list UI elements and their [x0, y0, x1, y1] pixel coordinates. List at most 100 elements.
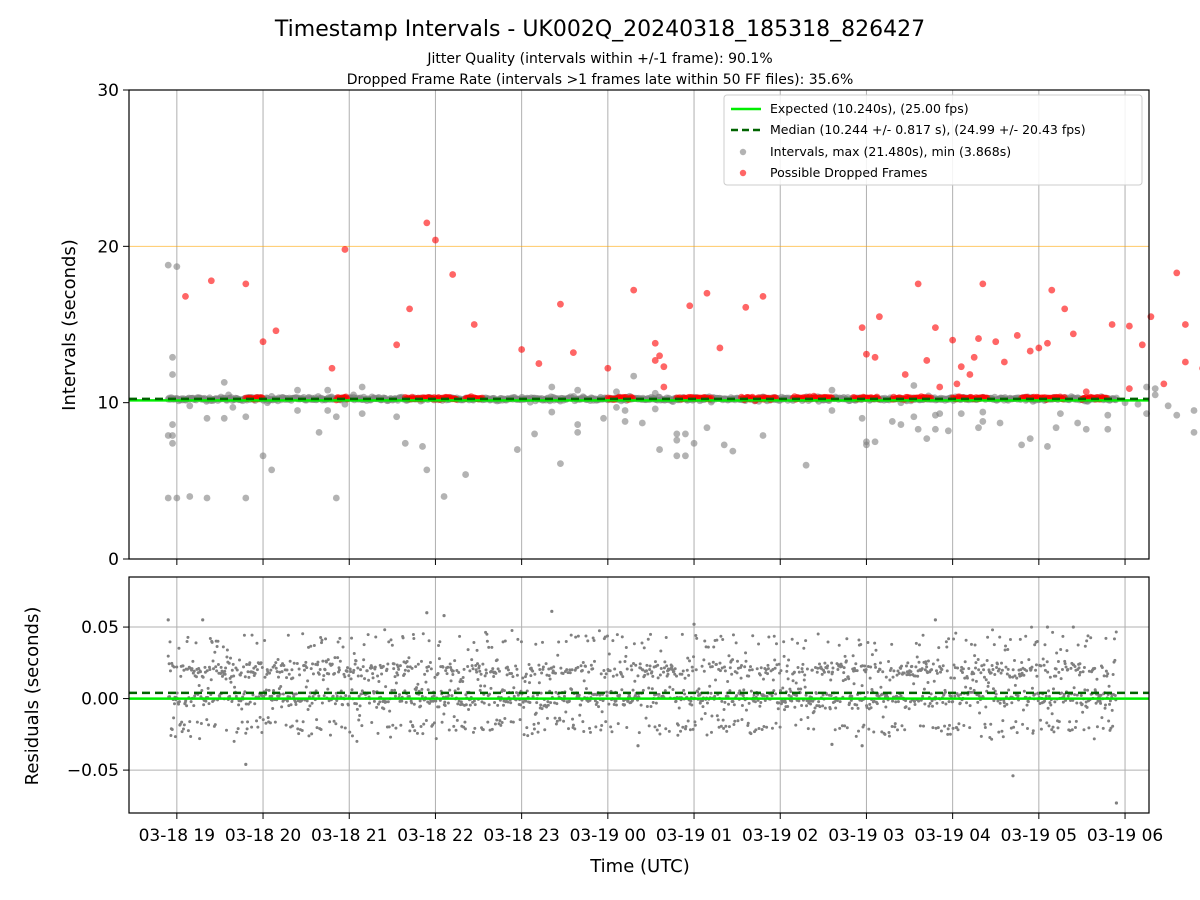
dropped-point	[863, 350, 870, 358]
residual-point	[943, 690, 947, 694]
residual-point	[237, 658, 241, 662]
residual-point	[361, 665, 365, 669]
residual-point	[412, 636, 416, 640]
residual-point	[730, 672, 734, 676]
residual-point	[610, 730, 614, 734]
residual-point	[904, 664, 908, 668]
residual-point	[728, 666, 732, 670]
residual-point	[408, 729, 412, 733]
residual-point	[893, 725, 897, 729]
dropped-point	[272, 327, 280, 335]
dropped-point	[656, 352, 663, 360]
residual-point	[951, 700, 955, 704]
residual-point	[749, 732, 753, 736]
residual-point	[962, 724, 966, 728]
residual-point	[857, 638, 861, 642]
residual-point	[947, 637, 951, 641]
residual-point	[618, 660, 622, 664]
residual-point	[714, 678, 718, 682]
residual-point	[464, 693, 468, 697]
residual-point	[189, 700, 193, 704]
residual-point	[330, 662, 334, 666]
residual-point	[319, 727, 323, 731]
residual-point	[1111, 724, 1115, 728]
residual-point	[778, 671, 782, 675]
residual-point	[224, 677, 228, 681]
residual-outlier	[933, 618, 938, 622]
residual-point	[324, 637, 328, 641]
residual-point	[725, 729, 729, 733]
residual-point	[447, 693, 451, 697]
residual-point	[1031, 729, 1035, 733]
residual-point	[991, 667, 995, 671]
residual-point	[511, 675, 515, 679]
residual-point	[392, 662, 396, 666]
residual-point	[182, 723, 186, 727]
residual-point	[787, 693, 791, 697]
residual-point	[437, 644, 441, 648]
residual-point	[566, 671, 570, 675]
top-ytick-label: 0	[108, 550, 119, 570]
residual-point	[579, 703, 583, 707]
residual-point	[358, 713, 362, 717]
residual-point	[363, 677, 367, 681]
residual-point	[1022, 673, 1026, 677]
residual-point	[197, 683, 201, 687]
residual-point	[651, 700, 655, 704]
residual-point	[952, 676, 956, 680]
residual-point	[354, 659, 358, 663]
residual-point	[681, 669, 685, 673]
residual-point	[276, 658, 280, 662]
residual-point	[949, 676, 953, 680]
dropped-point	[936, 383, 944, 391]
residual-point	[491, 667, 495, 671]
residual-point	[177, 646, 181, 650]
residual-point	[894, 700, 898, 704]
residual-point	[328, 733, 332, 737]
interval-point	[910, 413, 918, 421]
residual-point	[967, 666, 971, 670]
residual-point	[473, 726, 477, 730]
residual-point	[260, 665, 264, 669]
residual-point	[422, 722, 426, 726]
residual-point	[838, 726, 842, 730]
residual-point	[457, 671, 461, 675]
dropped-point	[949, 336, 957, 344]
residual-point	[936, 726, 940, 730]
residual-point	[836, 667, 840, 671]
residual-point	[815, 704, 819, 708]
legend-intervals-swatch	[739, 148, 747, 156]
residual-point	[992, 699, 996, 703]
residual-point	[366, 633, 370, 637]
residual-point	[449, 679, 453, 683]
residual-point	[913, 700, 917, 704]
residual-point	[688, 659, 692, 663]
residual-point	[317, 672, 321, 676]
residual-point	[441, 665, 445, 669]
residual-point	[983, 722, 987, 726]
residual-point	[757, 642, 761, 646]
residual-point	[172, 665, 176, 669]
bottom-ytick-label: 0.05	[81, 618, 119, 638]
residual-point	[170, 661, 174, 665]
residual-point	[1000, 668, 1004, 672]
residual-point	[812, 727, 816, 731]
residual-point	[338, 659, 342, 663]
residual-point	[322, 674, 326, 678]
residual-point	[372, 699, 376, 703]
residual-point	[519, 640, 523, 644]
residual-point	[1044, 694, 1048, 698]
residual-point	[666, 672, 670, 676]
residual-point	[995, 662, 999, 666]
residual-point	[523, 675, 527, 679]
residual-point	[619, 672, 623, 676]
residual-point	[548, 677, 552, 681]
residual-point	[327, 672, 331, 676]
top-ylabel: Intervals (seconds)	[59, 239, 80, 411]
interval-point	[703, 424, 711, 432]
residual-point	[254, 664, 258, 668]
residual-point	[1110, 708, 1114, 712]
residual-point	[713, 694, 717, 698]
residual-point	[521, 676, 525, 680]
residual-point	[209, 678, 213, 682]
